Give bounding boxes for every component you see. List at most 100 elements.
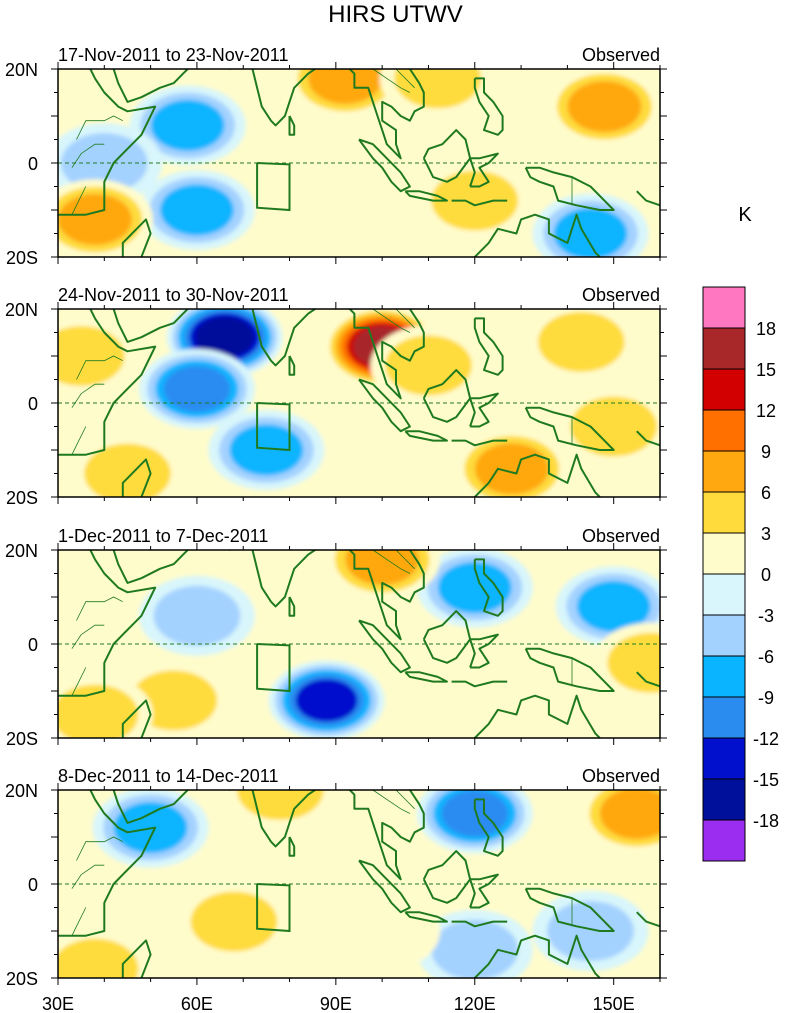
anomaly-contour — [254, 160, 371, 241]
panel-label: Observed — [582, 285, 660, 305]
coastline — [636, 671, 660, 688]
coastline — [426, 69, 430, 70]
coastline — [469, 392, 499, 428]
map-panel: 8-Dec-2011 to 14-Dec-2011 Observed 20N 0 20S — [5, 766, 667, 989]
coastline — [404, 911, 448, 923]
country-border — [71, 186, 87, 215]
country-border — [76, 115, 123, 140]
coastline — [469, 873, 499, 909]
coastline — [229, 69, 317, 127]
coastline — [112, 550, 189, 584]
anomaly-contour — [547, 901, 634, 961]
panel-label: Observed — [582, 526, 660, 546]
colorbar-level: 9 — [761, 442, 771, 462]
country-border — [395, 790, 415, 810]
colorbar-swatch — [702, 532, 746, 575]
country-border — [71, 383, 105, 408]
colorbar-swatch — [702, 655, 746, 698]
colorbar-swatch — [702, 286, 746, 329]
anomaly-contour — [84, 443, 171, 497]
coastline — [121, 458, 152, 497]
coastline — [112, 69, 189, 103]
coastline — [524, 887, 615, 932]
country-border — [345, 771, 350, 785]
country-border — [372, 550, 411, 574]
lat-label: 0 — [28, 394, 38, 414]
lon-label: 30E — [42, 994, 74, 1013]
anomaly-contour — [437, 562, 512, 614]
coastlines — [58, 790, 660, 978]
anomaly-contour — [150, 99, 225, 151]
anomaly-contour — [163, 365, 231, 412]
coastline — [229, 790, 317, 848]
map-panel: 17-Nov-2011 to 23-Nov-2011 Observed 20N 0 20… — [5, 45, 667, 268]
anomaly-contour — [324, 891, 441, 971]
anomaly-contour — [441, 790, 508, 837]
anomaly-contour — [576, 580, 651, 632]
coastline — [451, 439, 508, 447]
colorbar-level: -3 — [758, 606, 774, 626]
country-border — [372, 309, 411, 333]
colorbar-swatch — [702, 409, 746, 452]
colorbar-level: 3 — [761, 524, 771, 544]
lat-label: 20S — [6, 488, 38, 508]
lat-label: 20N — [5, 541, 38, 561]
map-panel: 1-Dec-2011 to 7-Dec-2011 Observed 20N 0 20S — [5, 526, 667, 749]
coastline — [524, 166, 615, 211]
coastline — [288, 115, 296, 136]
country-border — [71, 624, 105, 649]
anomaly-contour — [229, 424, 304, 476]
anomaly-contour — [385, 335, 472, 396]
coastline — [404, 430, 448, 442]
country-border — [76, 596, 123, 621]
anomaly-contour — [58, 193, 132, 245]
anomaly-contour — [160, 184, 234, 236]
coastline — [473, 317, 504, 376]
colorbar-level: -6 — [758, 647, 774, 667]
lat-label: 0 — [28, 875, 38, 895]
coastline — [358, 859, 411, 914]
lat-label: 0 — [28, 154, 38, 174]
anomaly-contour — [607, 632, 660, 693]
coastline — [426, 309, 430, 310]
colorbar-swatch — [702, 819, 746, 862]
country-border — [71, 667, 87, 696]
country-border — [395, 69, 415, 89]
index-region-box — [256, 883, 291, 933]
coastlines — [58, 309, 660, 497]
anomaly-contour — [431, 919, 519, 978]
coastline — [112, 790, 189, 824]
country-border — [71, 864, 105, 889]
country-border — [76, 836, 123, 861]
coastline — [112, 309, 189, 343]
colorbar-level: 12 — [756, 401, 776, 421]
colorbar-swatch — [702, 327, 746, 370]
coastline — [636, 911, 660, 928]
coastline — [404, 190, 448, 202]
coastline — [474, 213, 601, 257]
panel-period: 17-Nov-2011 to 23-Nov-2011 — [58, 45, 288, 65]
coastline — [451, 199, 508, 207]
colorbar-swatch — [702, 573, 746, 616]
coastline — [288, 355, 296, 376]
coastline — [474, 453, 601, 497]
lat-label: 20S — [6, 969, 38, 989]
country-border — [372, 790, 411, 814]
coastline — [469, 152, 499, 188]
anomaly-field — [58, 771, 660, 978]
coastline — [524, 647, 615, 692]
coastline — [426, 550, 430, 551]
lon-label: 60E — [181, 994, 213, 1013]
coastline — [404, 671, 448, 683]
index-region-box — [256, 162, 291, 212]
colorbar-level: 18 — [756, 319, 776, 339]
colorbar-swatch — [702, 737, 746, 780]
anomaly-field — [58, 550, 660, 738]
lat-label: 20N — [5, 60, 38, 80]
anomaly-contour — [345, 550, 420, 585]
coastline — [358, 138, 411, 193]
coastline — [524, 406, 615, 451]
country-border — [345, 50, 350, 64]
coastlines — [58, 550, 660, 738]
